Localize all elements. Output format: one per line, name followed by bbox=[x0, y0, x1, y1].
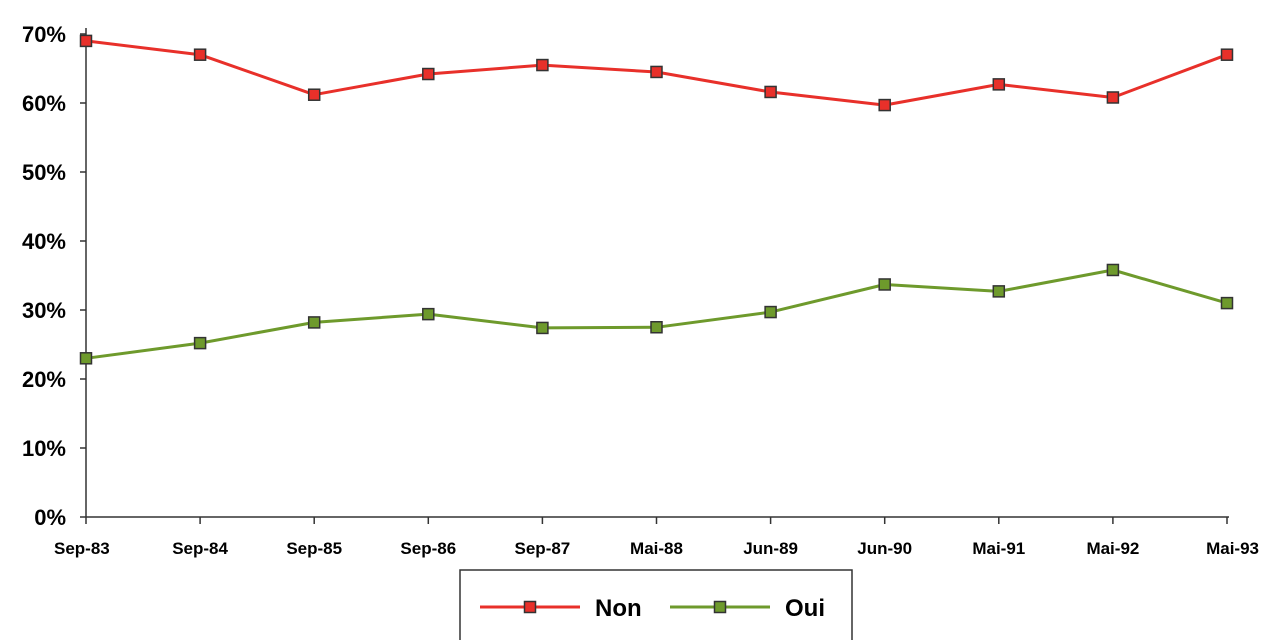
data-point-non bbox=[650, 65, 663, 79]
x-tick-label: Mai-88 bbox=[630, 539, 683, 558]
x-tick-label: Mai-91 bbox=[972, 539, 1025, 558]
x-tick-label: Mai-93 bbox=[1206, 539, 1259, 558]
y-tick-label: 10% bbox=[22, 436, 66, 461]
legend-item-oui: Oui bbox=[670, 595, 825, 622]
y-tick-label: 20% bbox=[22, 367, 66, 392]
data-point-non bbox=[536, 58, 549, 72]
legend-marker-oui bbox=[713, 600, 727, 614]
data-point-oui bbox=[536, 321, 549, 335]
series-line-oui bbox=[85, 268, 1228, 360]
axes bbox=[85, 28, 1229, 518]
series-oui bbox=[79, 263, 1234, 365]
y-tick-label: 50% bbox=[22, 160, 66, 185]
data-point-oui bbox=[992, 285, 1006, 298]
legend-label-non: Non bbox=[595, 595, 642, 622]
y-tick-label: 60% bbox=[22, 91, 66, 116]
data-point-oui bbox=[79, 352, 93, 365]
y-axis-ticks: 0% 10% 20% 30% 40% 50% 60% 70% bbox=[22, 22, 86, 530]
x-tick-label: Sep-85 bbox=[286, 539, 342, 558]
data-point-non bbox=[764, 85, 777, 99]
x-tick-label: Sep-87 bbox=[515, 539, 571, 558]
data-point-oui bbox=[1106, 263, 1120, 277]
y-tick-label: 0% bbox=[34, 505, 66, 530]
data-point-non bbox=[1220, 48, 1234, 61]
data-point-non bbox=[193, 48, 207, 61]
legend-label-oui: Oui bbox=[785, 595, 825, 622]
x-tick-label: Sep-84 bbox=[172, 539, 228, 558]
data-point-oui bbox=[193, 336, 207, 350]
data-point-oui bbox=[1220, 296, 1234, 310]
data-point-non bbox=[878, 98, 891, 112]
y-tick-label: 40% bbox=[22, 229, 66, 254]
x-tick-label: Sep-83 bbox=[54, 539, 110, 558]
x-axis-ticks: Sep-83 Sep-84 Sep-85 Sep-86 Sep-87 Mai-88 Jun-… bbox=[54, 517, 1259, 558]
data-point-oui bbox=[878, 278, 891, 291]
data-point-oui bbox=[307, 316, 321, 329]
x-tick-label: Sep-86 bbox=[400, 539, 456, 558]
data-point-oui bbox=[650, 321, 663, 334]
data-point-non bbox=[992, 78, 1006, 91]
data-point-oui bbox=[764, 305, 777, 319]
x-tick-label: Jun-90 bbox=[857, 539, 912, 558]
y-tick-label: 70% bbox=[22, 22, 66, 47]
series-layer bbox=[79, 34, 1234, 365]
data-point-oui bbox=[422, 307, 435, 321]
series-non bbox=[79, 34, 1234, 112]
data-point-non bbox=[307, 88, 321, 101]
y-tick-label: 30% bbox=[22, 298, 66, 323]
data-point-non bbox=[422, 67, 435, 81]
legend-marker-non bbox=[523, 600, 537, 614]
legend: Non Oui bbox=[459, 569, 853, 640]
x-tick-label: Mai-92 bbox=[1086, 539, 1139, 558]
legend-item-non: Non bbox=[480, 595, 642, 622]
data-point-non bbox=[1106, 91, 1120, 104]
x-tick-label: Jun-89 bbox=[743, 539, 798, 558]
data-point-non bbox=[79, 34, 93, 48]
